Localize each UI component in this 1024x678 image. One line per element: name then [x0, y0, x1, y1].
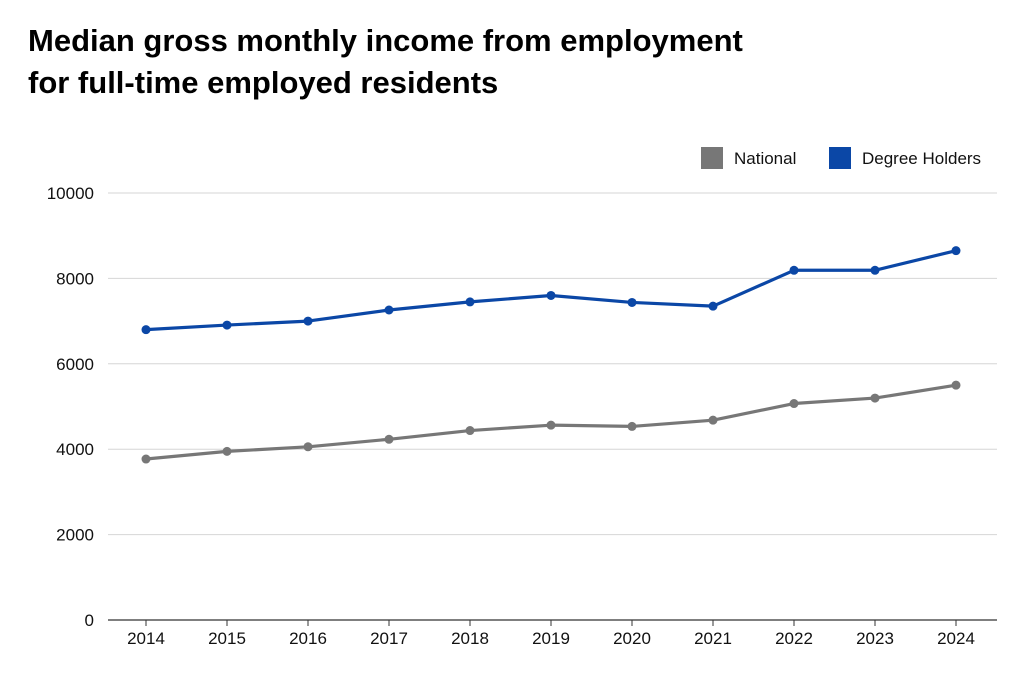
legend-label-national: National — [734, 149, 796, 168]
y-tick-label: 0 — [85, 611, 94, 630]
series-line-degree-holders — [144, 249, 958, 332]
x-tick-label: 2024 — [937, 629, 975, 648]
y-tick-label: 6000 — [56, 355, 94, 374]
data-point-degree-holders — [384, 305, 394, 315]
legend-swatch-national — [701, 147, 723, 169]
axes: 0 2000 4000 6000 8000 10000 2014 2015 2016 2017 20… — [47, 184, 997, 648]
data-point-degree-holders — [141, 325, 151, 335]
data-point-degree-holders — [303, 316, 313, 326]
gridlines — [108, 192, 997, 536]
x-tick-label: 2020 — [613, 629, 651, 648]
data-point-degree-holders — [870, 265, 880, 275]
data-point-degree-holders — [789, 265, 799, 275]
data-point-national — [222, 446, 232, 456]
x-tick-label: 2021 — [694, 629, 732, 648]
data-point-degree-holders — [222, 320, 232, 330]
x-tick-label: 2023 — [856, 629, 894, 648]
chart-title: Median gross monthly income from employm… — [28, 20, 928, 104]
x-tick-label: 2017 — [370, 629, 408, 648]
x-tick-label: 2019 — [532, 629, 570, 648]
data-point-national — [708, 415, 718, 425]
x-tick-label: 2014 — [127, 629, 165, 648]
data-point-national — [546, 420, 556, 430]
series-layer — [141, 246, 961, 464]
legend-label-degree-holders: Degree Holders — [862, 149, 981, 168]
chart-title-line-1: Median gross monthly income from employm… — [28, 23, 743, 58]
x-tick-label: 2022 — [775, 629, 813, 648]
data-point-national — [789, 399, 799, 409]
data-point-degree-holders — [465, 297, 475, 307]
data-point-national — [384, 434, 394, 444]
data-point-national — [627, 421, 637, 431]
data-point-degree-holders — [546, 290, 556, 300]
y-tick-label: 4000 — [56, 440, 94, 459]
x-tick-label: 2016 — [289, 629, 327, 648]
y-tick-label: 10000 — [47, 184, 94, 203]
data-point-national — [141, 454, 151, 464]
x-tick-label: 2015 — [208, 629, 246, 648]
legend-swatch-degree-holders — [829, 147, 851, 169]
data-point-national — [951, 380, 961, 390]
chart-title-line-2: for full-time employed residents — [28, 65, 499, 100]
x-tick-label: 2018 — [451, 629, 489, 648]
data-point-national — [465, 426, 475, 436]
data-point-national — [870, 393, 880, 403]
legend: National Degree Holders — [701, 147, 981, 169]
data-point-degree-holders — [708, 301, 718, 311]
data-point-degree-holders — [627, 297, 637, 307]
data-point-national — [303, 442, 313, 452]
y-tick-label: 2000 — [56, 526, 94, 545]
data-point-degree-holders — [951, 246, 961, 256]
y-tick-label: 8000 — [56, 269, 94, 288]
